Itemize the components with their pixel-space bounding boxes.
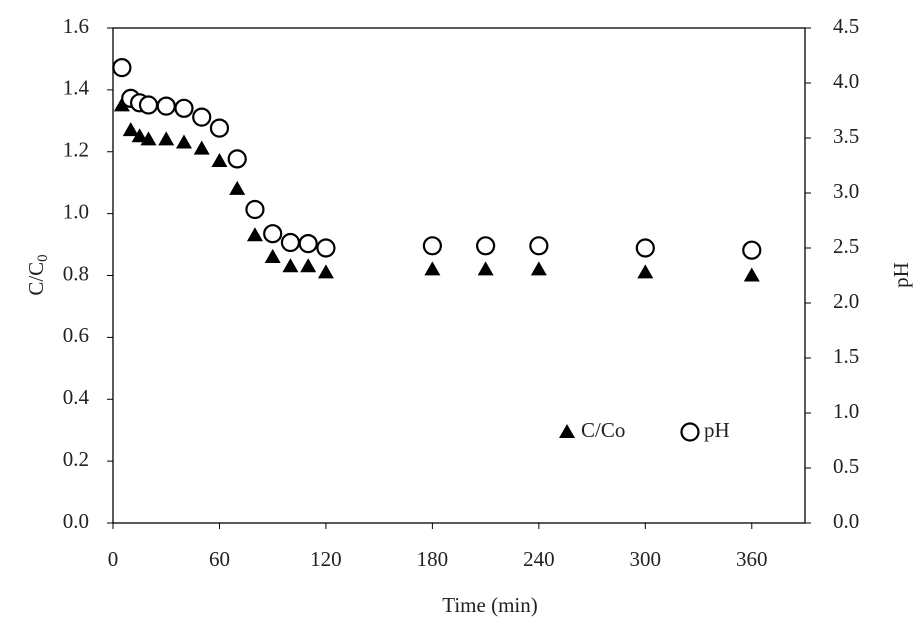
data-point (174, 98, 194, 118)
y-tick-label: 0.2 (63, 447, 89, 471)
x-tick-label: 180 (417, 547, 449, 571)
x-tick-label: 60 (209, 547, 230, 571)
y-tick-label: 1.2 (63, 138, 89, 162)
x-tick-label: 120 (310, 547, 342, 571)
x-tick-label: 360 (736, 547, 768, 571)
y2-tick-label: 3.0 (833, 179, 859, 203)
data-point (131, 128, 148, 143)
x-tick-label: 300 (630, 547, 662, 571)
data-point (193, 140, 210, 155)
y2-tick-label: 3.5 (833, 124, 859, 148)
data-point (530, 261, 547, 276)
y-tick-label: 1.0 (63, 199, 89, 223)
data-point (743, 267, 760, 282)
data-point (282, 258, 299, 273)
y2-tick-label: 0.0 (833, 509, 859, 533)
y-axis-title: C/C0 (24, 254, 52, 295)
data-point (229, 180, 246, 195)
x-axis-title: Time (min) (442, 593, 537, 617)
data-point (529, 236, 549, 256)
plot-frame (112, 27, 806, 524)
data-point (113, 97, 130, 112)
data-point (477, 261, 494, 276)
data-point (637, 264, 654, 279)
data-point (316, 238, 336, 258)
y-axis-title-main: C/C (24, 262, 48, 296)
y-tick-label: 0.8 (63, 261, 89, 285)
data-point (158, 131, 175, 146)
data-point (112, 57, 132, 78)
y2-axis-title: pH (889, 262, 913, 288)
y2-tick-label: 2.0 (833, 289, 859, 313)
data-point (424, 261, 441, 276)
data-point (476, 236, 496, 256)
y2-tick-label: 0.5 (833, 454, 859, 478)
x-tick-label: 0 (108, 547, 119, 571)
data-point (280, 232, 301, 253)
data-point (192, 107, 212, 127)
data-point (246, 227, 263, 242)
data-point (298, 234, 318, 254)
data-point (300, 258, 317, 273)
y-tick-label: 0.0 (63, 509, 89, 533)
data-point (122, 122, 139, 137)
data-point (422, 236, 442, 256)
data-point (317, 264, 334, 279)
legend-marker (680, 422, 700, 442)
legend-label: pH (704, 418, 730, 442)
data-point (209, 118, 230, 138)
y2-tick-label: 1.5 (833, 344, 859, 368)
data-point (227, 149, 247, 169)
data-point (138, 95, 159, 115)
y-tick-label: 1.4 (63, 76, 90, 100)
data-point (211, 153, 228, 168)
data-point (140, 131, 157, 146)
data-point (742, 240, 762, 260)
y2-tick-label: 4.0 (833, 69, 859, 93)
y-tick-label: 1.6 (63, 14, 89, 38)
y-tick-label: 0.6 (63, 323, 89, 347)
y2-tick-label: 2.5 (833, 234, 859, 258)
legend-label: C/Co (581, 418, 625, 442)
data-point (264, 248, 281, 263)
legend-marker (559, 424, 575, 438)
data-point (263, 224, 283, 244)
y2-tick-label: 4.5 (833, 14, 859, 38)
x-tick-label: 240 (523, 547, 555, 571)
y-tick-label: 0.4 (63, 385, 90, 409)
data-point (245, 199, 265, 220)
y-axis-title-subscript: 0 (35, 254, 51, 262)
data-point (635, 238, 655, 258)
data-point (175, 134, 192, 149)
y2-tick-label: 1.0 (833, 399, 859, 423)
data-point (156, 96, 176, 116)
